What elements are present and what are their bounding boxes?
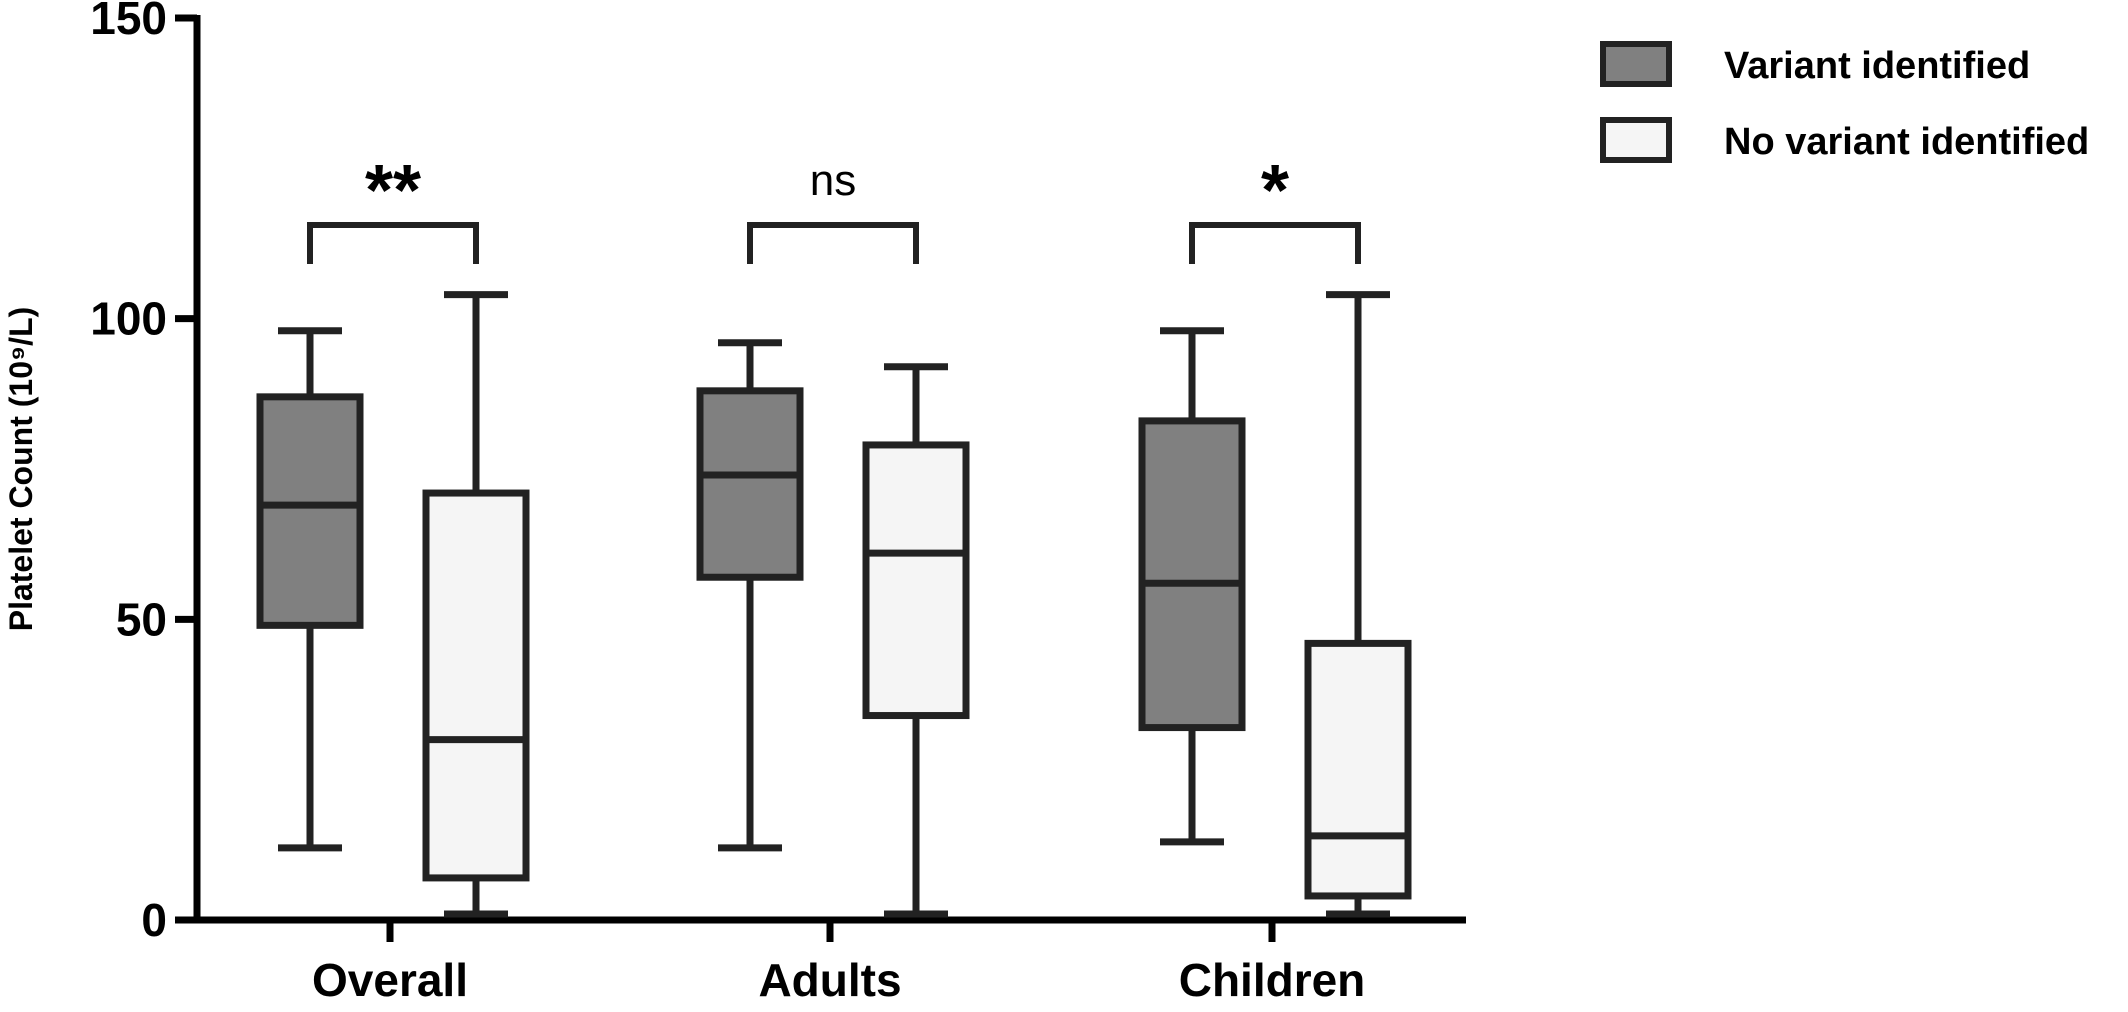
box-overall-no-variant [422, 291, 530, 918]
box-children-variant [1138, 327, 1246, 846]
y-axis-title: Platelet Count (10⁹/L) [3, 307, 39, 632]
y-tick-label: 100 [90, 293, 167, 345]
iqr-box [1138, 417, 1246, 732]
box-adults-variant [696, 339, 804, 852]
iqr-box [1304, 639, 1412, 900]
significance-label: ns [810, 156, 856, 205]
significance-label: ** [365, 151, 421, 231]
legend-swatch [1600, 41, 1672, 87]
iqr-box [422, 489, 530, 882]
significance-label: * [1261, 151, 1289, 231]
box-groups [256, 291, 1412, 918]
iqr-box [696, 387, 804, 581]
legend-label: No variant identified [1724, 121, 2089, 163]
category-label: Adults [758, 954, 901, 1006]
legend-label: Variant identified [1724, 45, 2030, 87]
y-tick-label: 50 [116, 593, 167, 645]
box-children-no-variant [1304, 291, 1412, 918]
category-label: Children [1179, 954, 1366, 1006]
y-tick-label: 0 [141, 894, 167, 946]
legend: Variant identified No variant identified [1600, 41, 2089, 163]
significance-brackets: ** ns * [307, 151, 1361, 264]
significance-bracket [1189, 222, 1361, 264]
category-label: Overall [312, 954, 468, 1006]
iqr-box [862, 441, 970, 720]
iqr-box [256, 393, 364, 629]
significance-bracket [747, 222, 919, 264]
significance-bracket [307, 222, 479, 264]
y-tick-label: 150 [90, 0, 167, 44]
axes: 0 50 100 150 Platelet Count (10⁹/L) Overall Ad… [3, 0, 1466, 1006]
legend-swatch [1600, 117, 1672, 163]
box-adults-no-variant [862, 363, 970, 918]
box-overall-variant [256, 327, 364, 852]
